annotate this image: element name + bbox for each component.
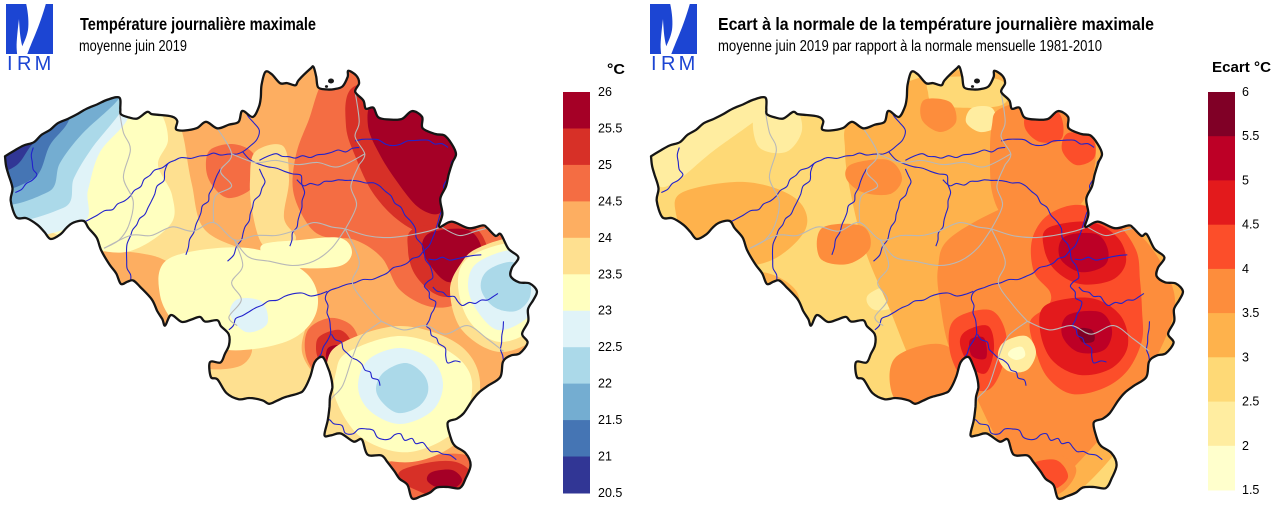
svg-text:21: 21 (598, 450, 612, 464)
svg-text:24: 24 (598, 231, 612, 245)
svg-text:2: 2 (1242, 439, 1249, 453)
svg-text:21.5: 21.5 (598, 413, 622, 427)
svg-text:°C: °C (607, 62, 626, 78)
svg-text:Ecart °C: Ecart °C (1212, 60, 1272, 76)
svg-text:23: 23 (598, 304, 612, 318)
svg-text:moyenne juin 2019 par rapport: moyenne juin 2019 par rapport à la norma… (718, 38, 1102, 55)
svg-text:25: 25 (598, 158, 612, 172)
svg-text:5: 5 (1242, 173, 1249, 187)
svg-text:1.5: 1.5 (1242, 483, 1259, 497)
svg-text:Température journalière maxima: Température journalière maximale (80, 14, 316, 34)
svg-text:5.5: 5.5 (1242, 129, 1259, 143)
svg-text:6: 6 (1242, 85, 1249, 99)
svg-text:Ecart à la normale de la tempé: Ecart à la normale de la température jou… (718, 14, 1154, 34)
svg-text:25.5: 25.5 (598, 122, 622, 136)
svg-text:24.5: 24.5 (598, 194, 622, 208)
svg-text:22.5: 22.5 (598, 340, 622, 354)
svg-text:moyenne juin 2019: moyenne juin 2019 (79, 38, 187, 55)
svg-text:3: 3 (1242, 350, 1249, 364)
svg-text:IRM: IRM (651, 53, 695, 75)
svg-text:23.5: 23.5 (598, 267, 622, 281)
svg-text:IRM: IRM (7, 53, 51, 75)
svg-text:4: 4 (1242, 262, 1249, 276)
svg-text:2.5: 2.5 (1242, 395, 1259, 409)
svg-text:22: 22 (598, 377, 612, 391)
svg-text:4.5: 4.5 (1242, 218, 1259, 232)
svg-text:20.5: 20.5 (598, 486, 622, 500)
svg-text:3.5: 3.5 (1242, 306, 1259, 320)
svg-text:26: 26 (598, 85, 612, 99)
